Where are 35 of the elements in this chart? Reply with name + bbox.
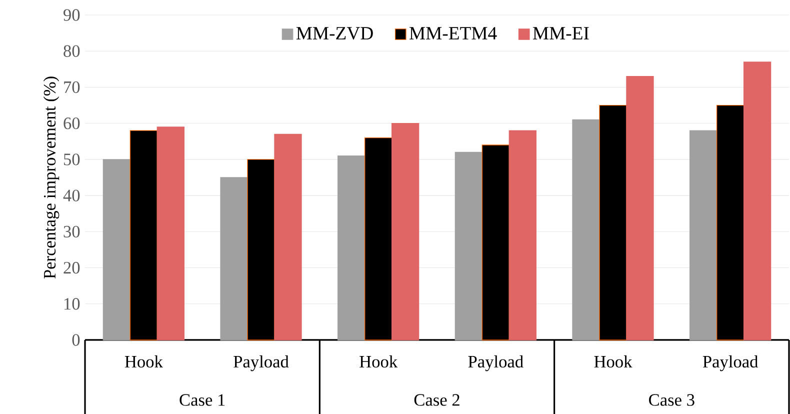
y-tick-label: 60 bbox=[64, 117, 80, 130]
bar bbox=[102, 159, 131, 340]
bar bbox=[572, 119, 600, 340]
bar bbox=[220, 177, 248, 340]
bar bbox=[274, 134, 302, 340]
x-tick-label: Hook bbox=[360, 355, 398, 368]
text: Case 2 bbox=[414, 394, 460, 406]
bar bbox=[156, 126, 184, 340]
x-tick-label: Payload bbox=[468, 355, 524, 372]
y-tick-label: 90 bbox=[64, 9, 80, 21]
y-tick-label: 10 bbox=[64, 298, 80, 310]
text: Case 3 bbox=[649, 394, 694, 406]
y-tick-label: 70 bbox=[64, 81, 80, 94]
x-tick-label: Hook bbox=[124, 355, 163, 368]
x-tick-label: Hook bbox=[594, 355, 632, 368]
y-tick-label: 50 bbox=[64, 154, 80, 166]
y-axis-title: Percentage improvement (%) bbox=[43, 76, 60, 279]
text: Case 1 bbox=[180, 394, 225, 406]
x-tick-label: Payload bbox=[702, 355, 758, 372]
bar bbox=[626, 76, 654, 340]
y-tick-label: 30 bbox=[64, 226, 80, 238]
bar bbox=[391, 122, 420, 340]
bar bbox=[743, 62, 772, 340]
legend-label: MM-ETM4 bbox=[410, 27, 497, 40]
y-tick-label: 80 bbox=[64, 45, 80, 57]
bar bbox=[338, 155, 366, 340]
legend-label: MM-ZVD bbox=[296, 27, 373, 40]
y-tick-label: 40 bbox=[63, 190, 80, 202]
bar bbox=[454, 152, 483, 340]
y-tick-label: 20 bbox=[64, 262, 80, 274]
x-tick-label: Payload bbox=[234, 355, 289, 372]
bar bbox=[690, 130, 718, 340]
bar bbox=[508, 130, 536, 340]
legend-label: MM-EI bbox=[532, 27, 589, 40]
y-tick-label: 0 bbox=[72, 334, 80, 346]
